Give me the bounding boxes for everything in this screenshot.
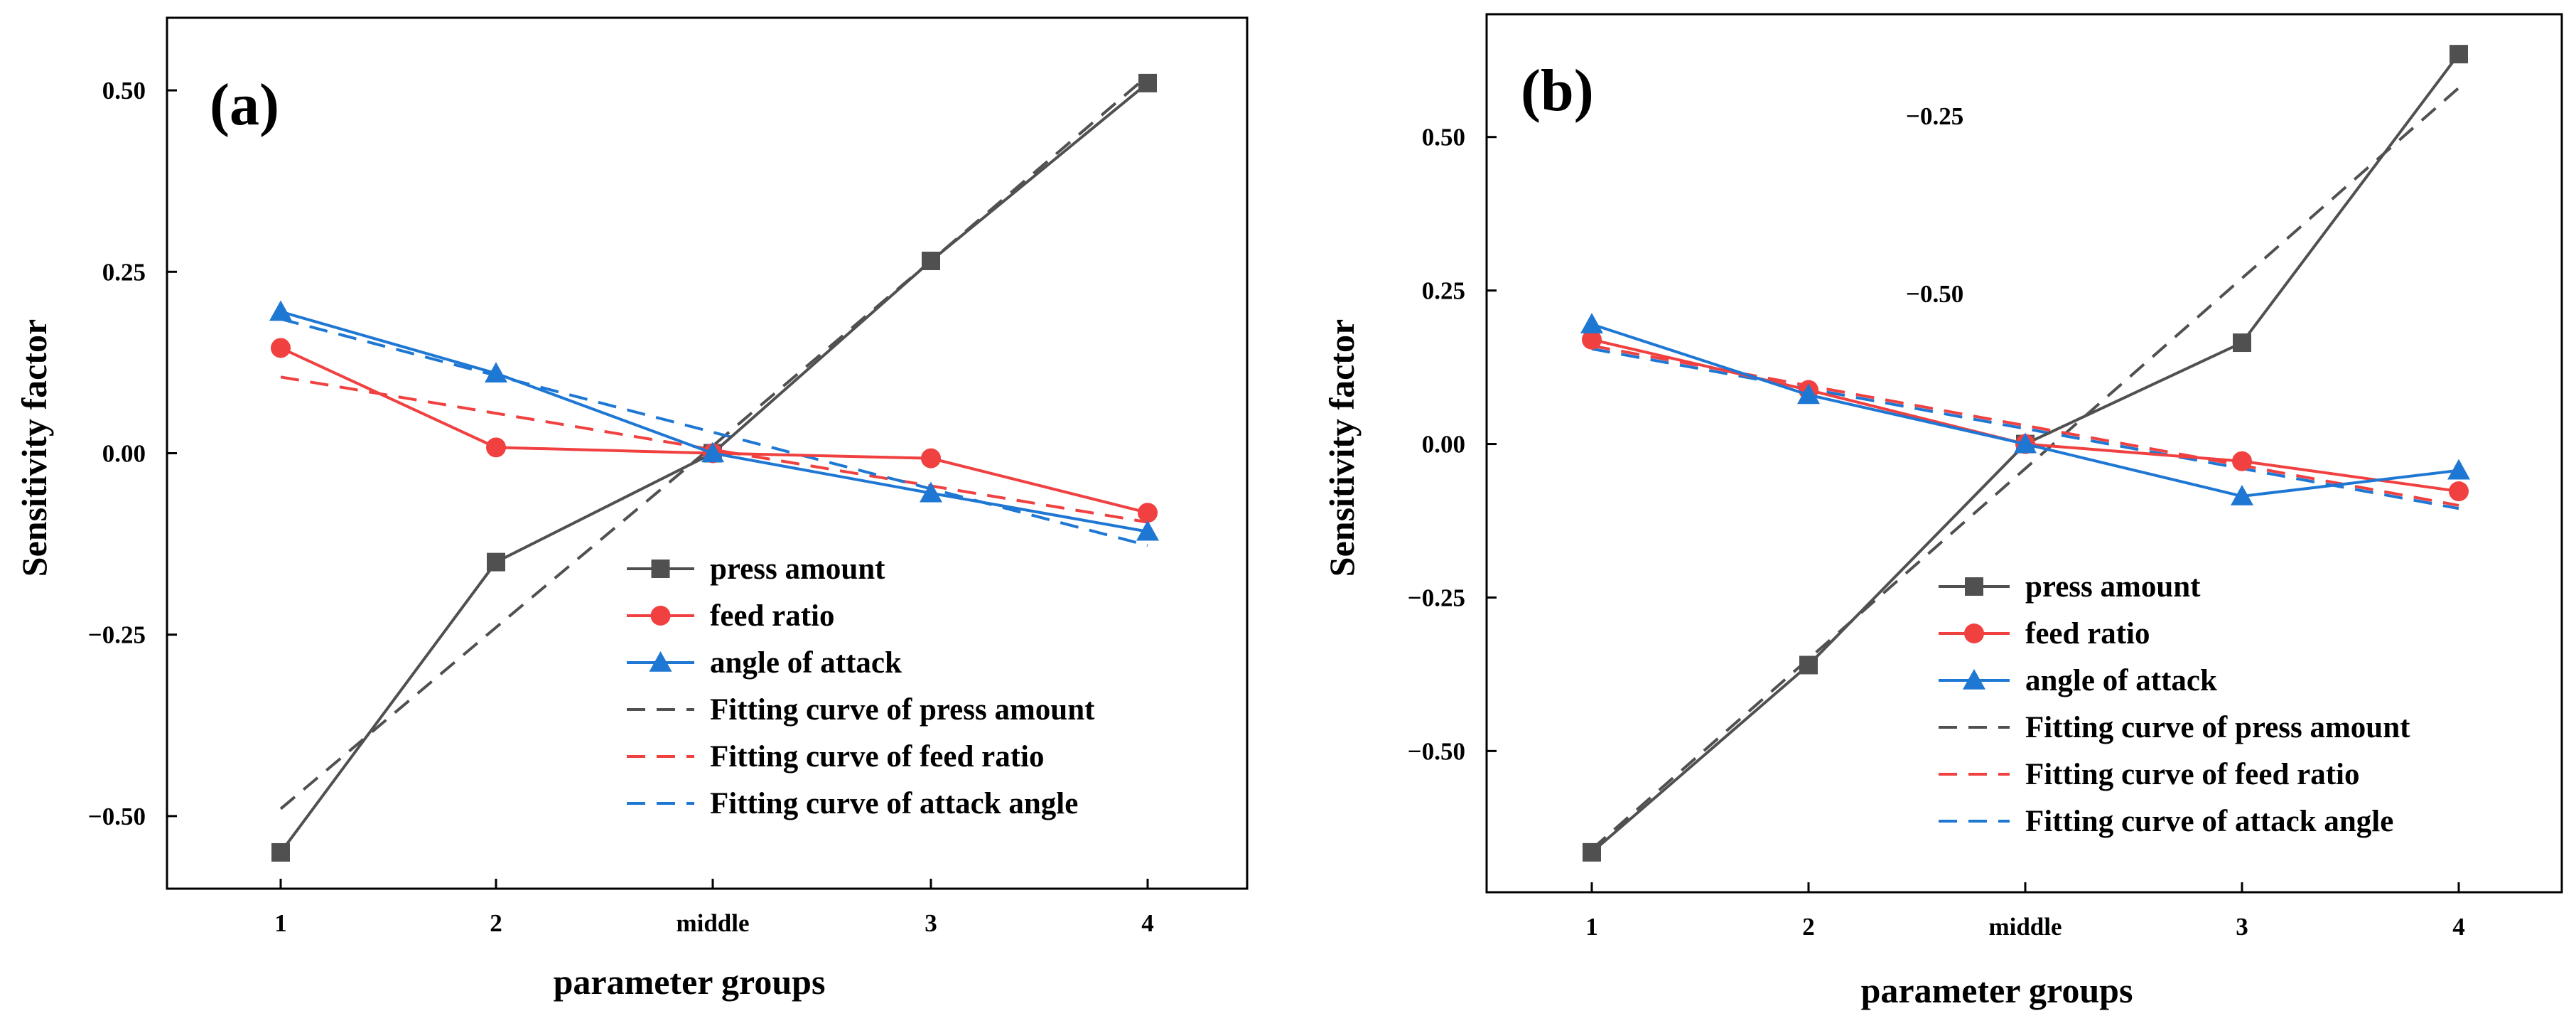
data-point bbox=[2450, 45, 2468, 64]
legend-label: Fitting curve of attack angle bbox=[2025, 805, 2393, 838]
y-tick-label: −0.50 bbox=[1408, 737, 1465, 765]
legend-label: feed ratio bbox=[710, 599, 835, 633]
data-point bbox=[920, 481, 942, 503]
y-tick-label: 0.50 bbox=[102, 77, 146, 105]
data-point bbox=[271, 338, 291, 358]
x-tick-label: 1 bbox=[274, 909, 287, 937]
x-tick-label: 2 bbox=[1802, 913, 1815, 941]
data-point bbox=[2232, 451, 2252, 471]
y-axis-title: Sensitivity factor bbox=[1322, 319, 1362, 577]
legend: press amount feed ratio angle of attack Fit… bbox=[1939, 570, 2410, 838]
data-point bbox=[1582, 329, 1602, 350]
legend: press amount feed ratio angle of attack Fit… bbox=[627, 552, 1095, 820]
legend-label: Fitting curve of press amount bbox=[2025, 711, 2410, 744]
data-point bbox=[269, 300, 292, 321]
data-point bbox=[486, 437, 506, 458]
series-line bbox=[1591, 344, 2459, 507]
y-tick-label: −0.25 bbox=[1408, 584, 1465, 611]
data-point bbox=[2231, 484, 2253, 505]
data-point bbox=[650, 606, 671, 626]
x-tick-label: 4 bbox=[1141, 909, 1154, 937]
x-tick-label: middle bbox=[1988, 913, 2062, 941]
data-point bbox=[2447, 459, 2470, 480]
x-tick-label: 1 bbox=[1585, 913, 1598, 941]
data-point bbox=[649, 651, 672, 672]
series-layer bbox=[1580, 45, 2470, 862]
x-tick-label: 2 bbox=[490, 909, 502, 937]
legend-label: angle of attack bbox=[710, 646, 902, 680]
x-axis-title: parameter groups bbox=[1861, 970, 2133, 1010]
series-line bbox=[280, 346, 1148, 515]
data-point bbox=[1963, 669, 1985, 690]
series-line bbox=[1590, 87, 2460, 851]
axis-ticks: 0.50 0.25 0.00 −0.25 −0.50 1 2 middle 3 4 bbox=[88, 77, 1154, 937]
stray-tick-label: −0.50 bbox=[1906, 280, 1963, 308]
legend-label: feed ratio bbox=[2025, 617, 2150, 651]
series-line bbox=[279, 75, 1149, 810]
stray-tick-label: −0.25 bbox=[1906, 102, 1963, 130]
y-tick-label: 0.00 bbox=[102, 440, 146, 468]
series-line bbox=[280, 375, 1148, 524]
data-point bbox=[1965, 577, 1983, 596]
x-tick-label: middle bbox=[676, 909, 749, 937]
legend-label: press amount bbox=[2025, 570, 2201, 604]
x-axis-title: parameter groups bbox=[554, 962, 826, 1002]
data-point bbox=[651, 560, 670, 578]
legend-label: Fitting curve of attack angle bbox=[710, 787, 1078, 820]
data-point bbox=[487, 552, 505, 572]
panel-label: (b) bbox=[1521, 58, 1594, 124]
data-point bbox=[485, 362, 507, 383]
legend-label: angle of attack bbox=[2025, 664, 2217, 697]
y-tick-label: −0.50 bbox=[88, 803, 146, 830]
y-axis-title: Sensitivity factor bbox=[14, 319, 54, 577]
y-tick-label: −0.25 bbox=[88, 621, 146, 649]
series-line bbox=[280, 310, 1148, 533]
legend-label: Fitting curve of feed ratio bbox=[710, 740, 1044, 774]
x-tick-label: 3 bbox=[2236, 913, 2248, 941]
y-tick-label: 0.00 bbox=[1422, 431, 1465, 459]
series-layer bbox=[269, 73, 1159, 862]
plot-frame bbox=[1485, 13, 2563, 894]
data-point bbox=[2014, 432, 2037, 454]
data-point bbox=[2233, 333, 2251, 353]
data-point bbox=[1138, 503, 1158, 523]
legend-label: press amount bbox=[710, 552, 885, 586]
panel-label: (a) bbox=[210, 72, 279, 138]
data-point bbox=[1583, 842, 1601, 862]
data-point bbox=[922, 251, 940, 270]
x-tick-label: 3 bbox=[925, 909, 937, 937]
data-point bbox=[2449, 481, 2469, 502]
panel-b: (b) −0.25 −0.50 Sensitivity factor param… bbox=[1322, 13, 2563, 1010]
data-point bbox=[1580, 313, 1603, 333]
y-tick-label: 0.50 bbox=[1422, 124, 1465, 151]
panel-a: (a) Sensitivity factor parameter groups … bbox=[14, 16, 1249, 1002]
data-point bbox=[1799, 655, 1818, 675]
plot-frame bbox=[166, 16, 1249, 890]
data-point bbox=[1138, 73, 1157, 92]
data-point bbox=[271, 842, 290, 862]
x-tick-label: 4 bbox=[2452, 913, 2465, 941]
legend-label: Fitting curve of feed ratio bbox=[2025, 758, 2359, 791]
series-line bbox=[280, 317, 1148, 547]
data-point bbox=[1136, 520, 1159, 541]
data-point bbox=[701, 441, 724, 463]
series-line bbox=[279, 82, 1149, 854]
data-point bbox=[921, 448, 941, 469]
y-tick-label: 0.25 bbox=[1422, 277, 1465, 305]
y-tick-label: 0.25 bbox=[102, 258, 146, 286]
series-line bbox=[1591, 347, 2459, 510]
legend-label: Fitting curve of press amount bbox=[710, 693, 1095, 727]
axis-ticks: 0.50 0.25 0.00 −0.25 −0.50 1 2 middle 3 4 bbox=[1408, 124, 2465, 941]
data-point bbox=[1797, 383, 1820, 405]
data-point bbox=[1964, 623, 1984, 643]
